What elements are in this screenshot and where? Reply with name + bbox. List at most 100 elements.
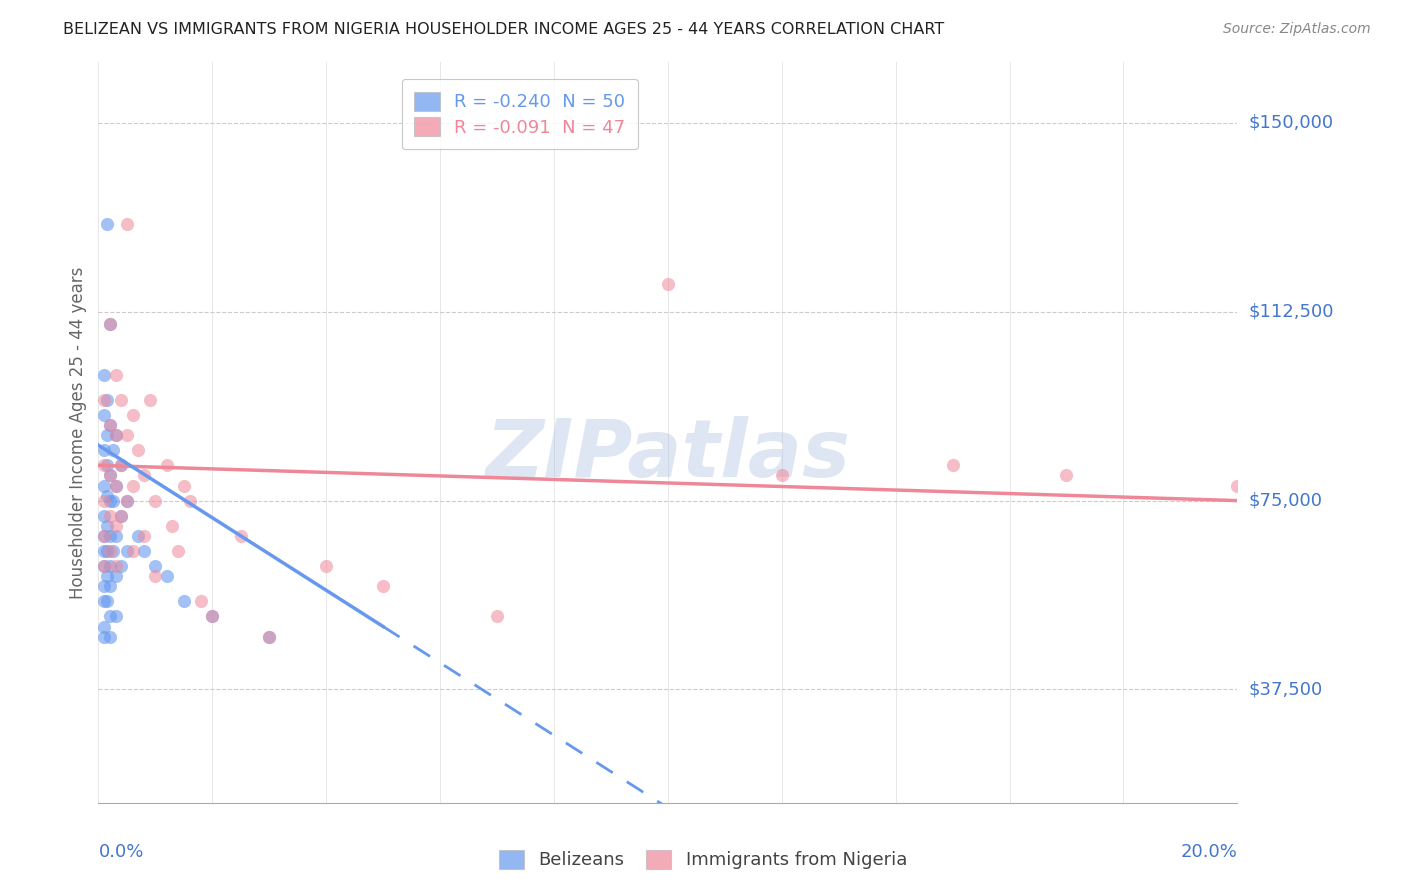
Point: [121, 478, 143, 492]
Point: [259, 630, 281, 644]
Point: [101, 544, 124, 558]
Point: [115, 217, 138, 231]
Point: [98, 508, 121, 523]
Point: [93, 493, 115, 508]
Point: [145, 569, 167, 583]
Point: [104, 428, 127, 442]
Y-axis label: Householder Income Ages 25 - 44 years: Householder Income Ages 25 - 44 years: [69, 267, 87, 599]
Text: $112,500: $112,500: [1249, 302, 1334, 321]
Point: [93, 579, 115, 593]
Point: [104, 529, 127, 543]
Point: [93, 529, 115, 543]
Point: [96, 518, 118, 533]
Point: [657, 277, 679, 291]
Point: [104, 368, 127, 382]
Point: [138, 392, 160, 407]
Point: [98, 468, 121, 483]
Text: 0.0%: 0.0%: [98, 843, 143, 861]
Point: [145, 493, 167, 508]
Text: $37,500: $37,500: [1249, 681, 1323, 698]
Point: [110, 508, 132, 523]
Point: [98, 630, 121, 644]
Point: [96, 594, 118, 608]
Point: [98, 544, 121, 558]
Point: [93, 408, 115, 422]
Point: [93, 619, 115, 633]
Point: [104, 518, 127, 533]
Point: [101, 443, 124, 458]
Point: [104, 569, 127, 583]
Point: [121, 544, 143, 558]
Point: [942, 458, 965, 473]
Point: [373, 579, 395, 593]
Point: [1226, 478, 1249, 492]
Point: [96, 392, 118, 407]
Point: [115, 544, 138, 558]
Point: [98, 418, 121, 433]
Point: [315, 559, 337, 574]
Text: $150,000: $150,000: [1249, 114, 1334, 132]
Point: [98, 493, 121, 508]
Point: [93, 544, 115, 558]
Point: [93, 559, 115, 574]
Point: [486, 609, 509, 624]
Point: [173, 594, 195, 608]
Legend: R = -0.240  N = 50, R = -0.091  N = 47: R = -0.240 N = 50, R = -0.091 N = 47: [402, 78, 638, 149]
Point: [110, 559, 132, 574]
Point: [132, 468, 155, 483]
Point: [93, 630, 115, 644]
Point: [259, 630, 281, 644]
Point: [132, 544, 155, 558]
Legend: Belizeans, Immigrants from Nigeria: Belizeans, Immigrants from Nigeria: [489, 840, 917, 879]
Point: [96, 489, 118, 503]
Point: [127, 443, 149, 458]
Point: [98, 468, 121, 483]
Point: [93, 368, 115, 382]
Point: [93, 529, 115, 543]
Point: [201, 609, 224, 624]
Point: [93, 392, 115, 407]
Point: [98, 418, 121, 433]
Point: [132, 529, 155, 543]
Point: [98, 559, 121, 574]
Point: [98, 529, 121, 543]
Point: [770, 468, 793, 483]
Point: [167, 544, 190, 558]
Point: [104, 428, 127, 442]
Point: [110, 458, 132, 473]
Point: [96, 544, 118, 558]
Point: [96, 458, 118, 473]
Point: [127, 529, 149, 543]
Text: BELIZEAN VS IMMIGRANTS FROM NIGERIA HOUSEHOLDER INCOME AGES 25 - 44 YEARS CORREL: BELIZEAN VS IMMIGRANTS FROM NIGERIA HOUS…: [63, 22, 945, 37]
Point: [93, 594, 115, 608]
Point: [101, 493, 124, 508]
Point: [93, 559, 115, 574]
Point: [156, 569, 179, 583]
Point: [115, 493, 138, 508]
Point: [96, 428, 118, 442]
Point: [98, 609, 121, 624]
Point: [98, 318, 121, 332]
Point: [104, 559, 127, 574]
Point: [96, 217, 118, 231]
Point: [156, 458, 179, 473]
Point: [98, 318, 121, 332]
Text: ZIPatlas: ZIPatlas: [485, 416, 851, 494]
Point: [104, 609, 127, 624]
Point: [104, 478, 127, 492]
Point: [110, 392, 132, 407]
Point: [173, 478, 195, 492]
Point: [201, 609, 224, 624]
Point: [162, 518, 184, 533]
Point: [96, 569, 118, 583]
Point: [93, 508, 115, 523]
Point: [145, 559, 167, 574]
Point: [115, 493, 138, 508]
Text: Source: ZipAtlas.com: Source: ZipAtlas.com: [1223, 22, 1371, 37]
Point: [110, 458, 132, 473]
Point: [1056, 468, 1078, 483]
Point: [229, 529, 252, 543]
Point: [110, 508, 132, 523]
Point: [93, 443, 115, 458]
Text: $75,000: $75,000: [1249, 491, 1323, 509]
